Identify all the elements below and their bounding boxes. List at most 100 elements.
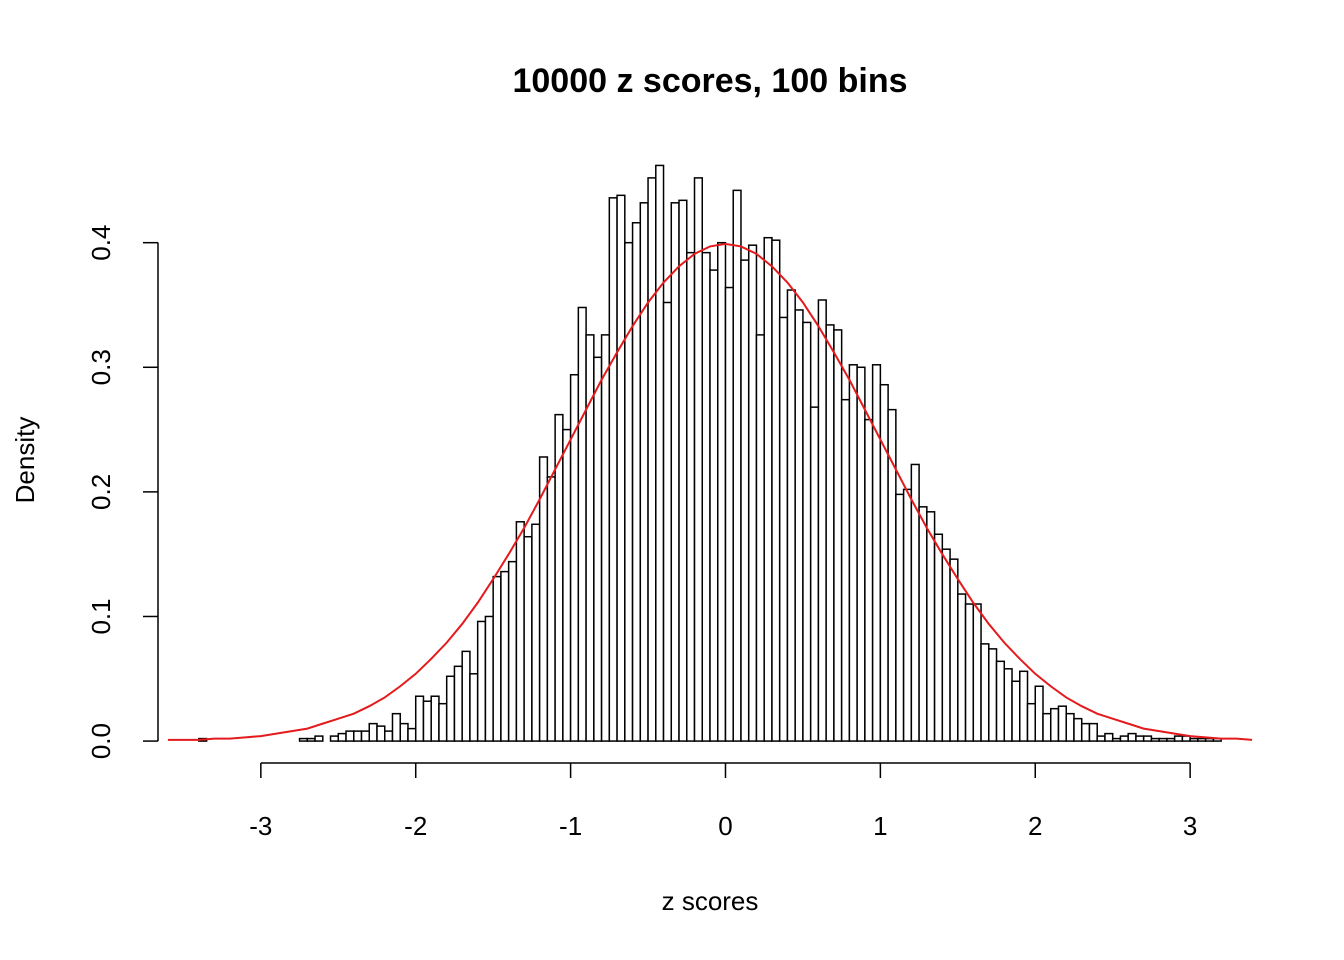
bar: [538, 456, 549, 742]
bar: [763, 236, 773, 742]
y-tick-label: 0.2: [86, 474, 116, 510]
bar: [306, 737, 316, 742]
y-tick-label: 0.3: [86, 349, 116, 385]
bar: [476, 620, 487, 742]
bar: [848, 364, 858, 742]
bar: [569, 374, 580, 742]
bar: [988, 648, 998, 742]
x-tick-label: -3: [249, 811, 272, 841]
bar: [1003, 668, 1013, 742]
bar: [1135, 735, 1145, 742]
bar: [1073, 717, 1083, 742]
bar: [376, 725, 386, 742]
bar: [740, 259, 750, 742]
bar: [1158, 737, 1168, 742]
bar: [957, 593, 967, 742]
bar: [492, 575, 502, 742]
bar: [949, 558, 959, 742]
bar: [778, 316, 789, 742]
bar: [1204, 737, 1215, 742]
bar: [933, 533, 944, 742]
bar: [616, 194, 626, 742]
bar: [1019, 670, 1029, 742]
bar: [771, 239, 781, 742]
y-axis-label: Density: [10, 417, 40, 504]
bar: [678, 199, 688, 742]
bar: [926, 511, 936, 742]
bar: [662, 301, 673, 742]
bar: [802, 321, 812, 742]
bar: [964, 603, 975, 742]
x-tick-label: -1: [559, 811, 582, 841]
bar: [1119, 735, 1129, 742]
bar: [1088, 722, 1098, 742]
bar: [345, 730, 355, 742]
bar: [887, 408, 897, 742]
bar: [1065, 712, 1075, 742]
bar: [422, 700, 432, 742]
bar: [445, 675, 456, 742]
bar: [980, 643, 990, 742]
bar: [902, 488, 913, 742]
bar: [747, 244, 758, 742]
bar: [864, 418, 874, 742]
x-tick-label: 3: [1183, 811, 1197, 841]
bar: [639, 202, 649, 742]
bar: [523, 535, 533, 742]
bar: [515, 521, 525, 742]
bar: [337, 732, 347, 742]
bar: [391, 712, 401, 742]
bar: [608, 197, 618, 742]
bar: [786, 289, 796, 742]
bar: [1096, 735, 1106, 742]
bar: [430, 695, 440, 742]
bar: [453, 665, 463, 742]
x-tick-label: 0: [718, 811, 732, 841]
bar: [817, 299, 827, 742]
bar: [840, 398, 851, 742]
bar: [600, 334, 611, 742]
bar: [655, 164, 665, 742]
bar: [368, 722, 378, 742]
bar: [353, 730, 363, 742]
bar: [732, 189, 742, 742]
bar: [593, 356, 603, 742]
bar: [647, 177, 657, 742]
bar: [809, 406, 820, 742]
x-tick-label: 2: [1028, 811, 1042, 841]
bar: [298, 737, 309, 742]
bar: [414, 695, 425, 742]
bar: [1042, 712, 1052, 742]
x-tick-label: -2: [404, 811, 427, 841]
bar: [941, 548, 951, 742]
bar: [856, 366, 866, 742]
bar: [631, 221, 642, 742]
bar: [1166, 737, 1176, 742]
bar: [686, 251, 696, 742]
density-curve: [167, 242, 1253, 741]
bar: [531, 523, 541, 742]
bar: [1189, 737, 1199, 742]
bar: [879, 383, 889, 742]
bar: [1173, 735, 1184, 742]
bar: [995, 660, 1006, 742]
bar: [500, 570, 510, 742]
bar: [1011, 680, 1021, 742]
y-tick-label: 0.1: [86, 598, 116, 634]
bar: [825, 324, 835, 742]
bar: [895, 493, 905, 742]
bar: [716, 241, 727, 742]
bar: [918, 506, 928, 742]
bar: [693, 177, 704, 742]
bar: [724, 286, 734, 742]
bar: [546, 476, 556, 742]
y-tick-label: 0.0: [86, 723, 116, 759]
x-tick-label: 1: [873, 811, 887, 841]
bar: [399, 722, 409, 742]
bar: [484, 615, 494, 742]
bar: [329, 735, 340, 742]
x-axis-label: z scores: [662, 886, 759, 916]
bar: [1034, 685, 1044, 742]
bar: [577, 306, 587, 742]
